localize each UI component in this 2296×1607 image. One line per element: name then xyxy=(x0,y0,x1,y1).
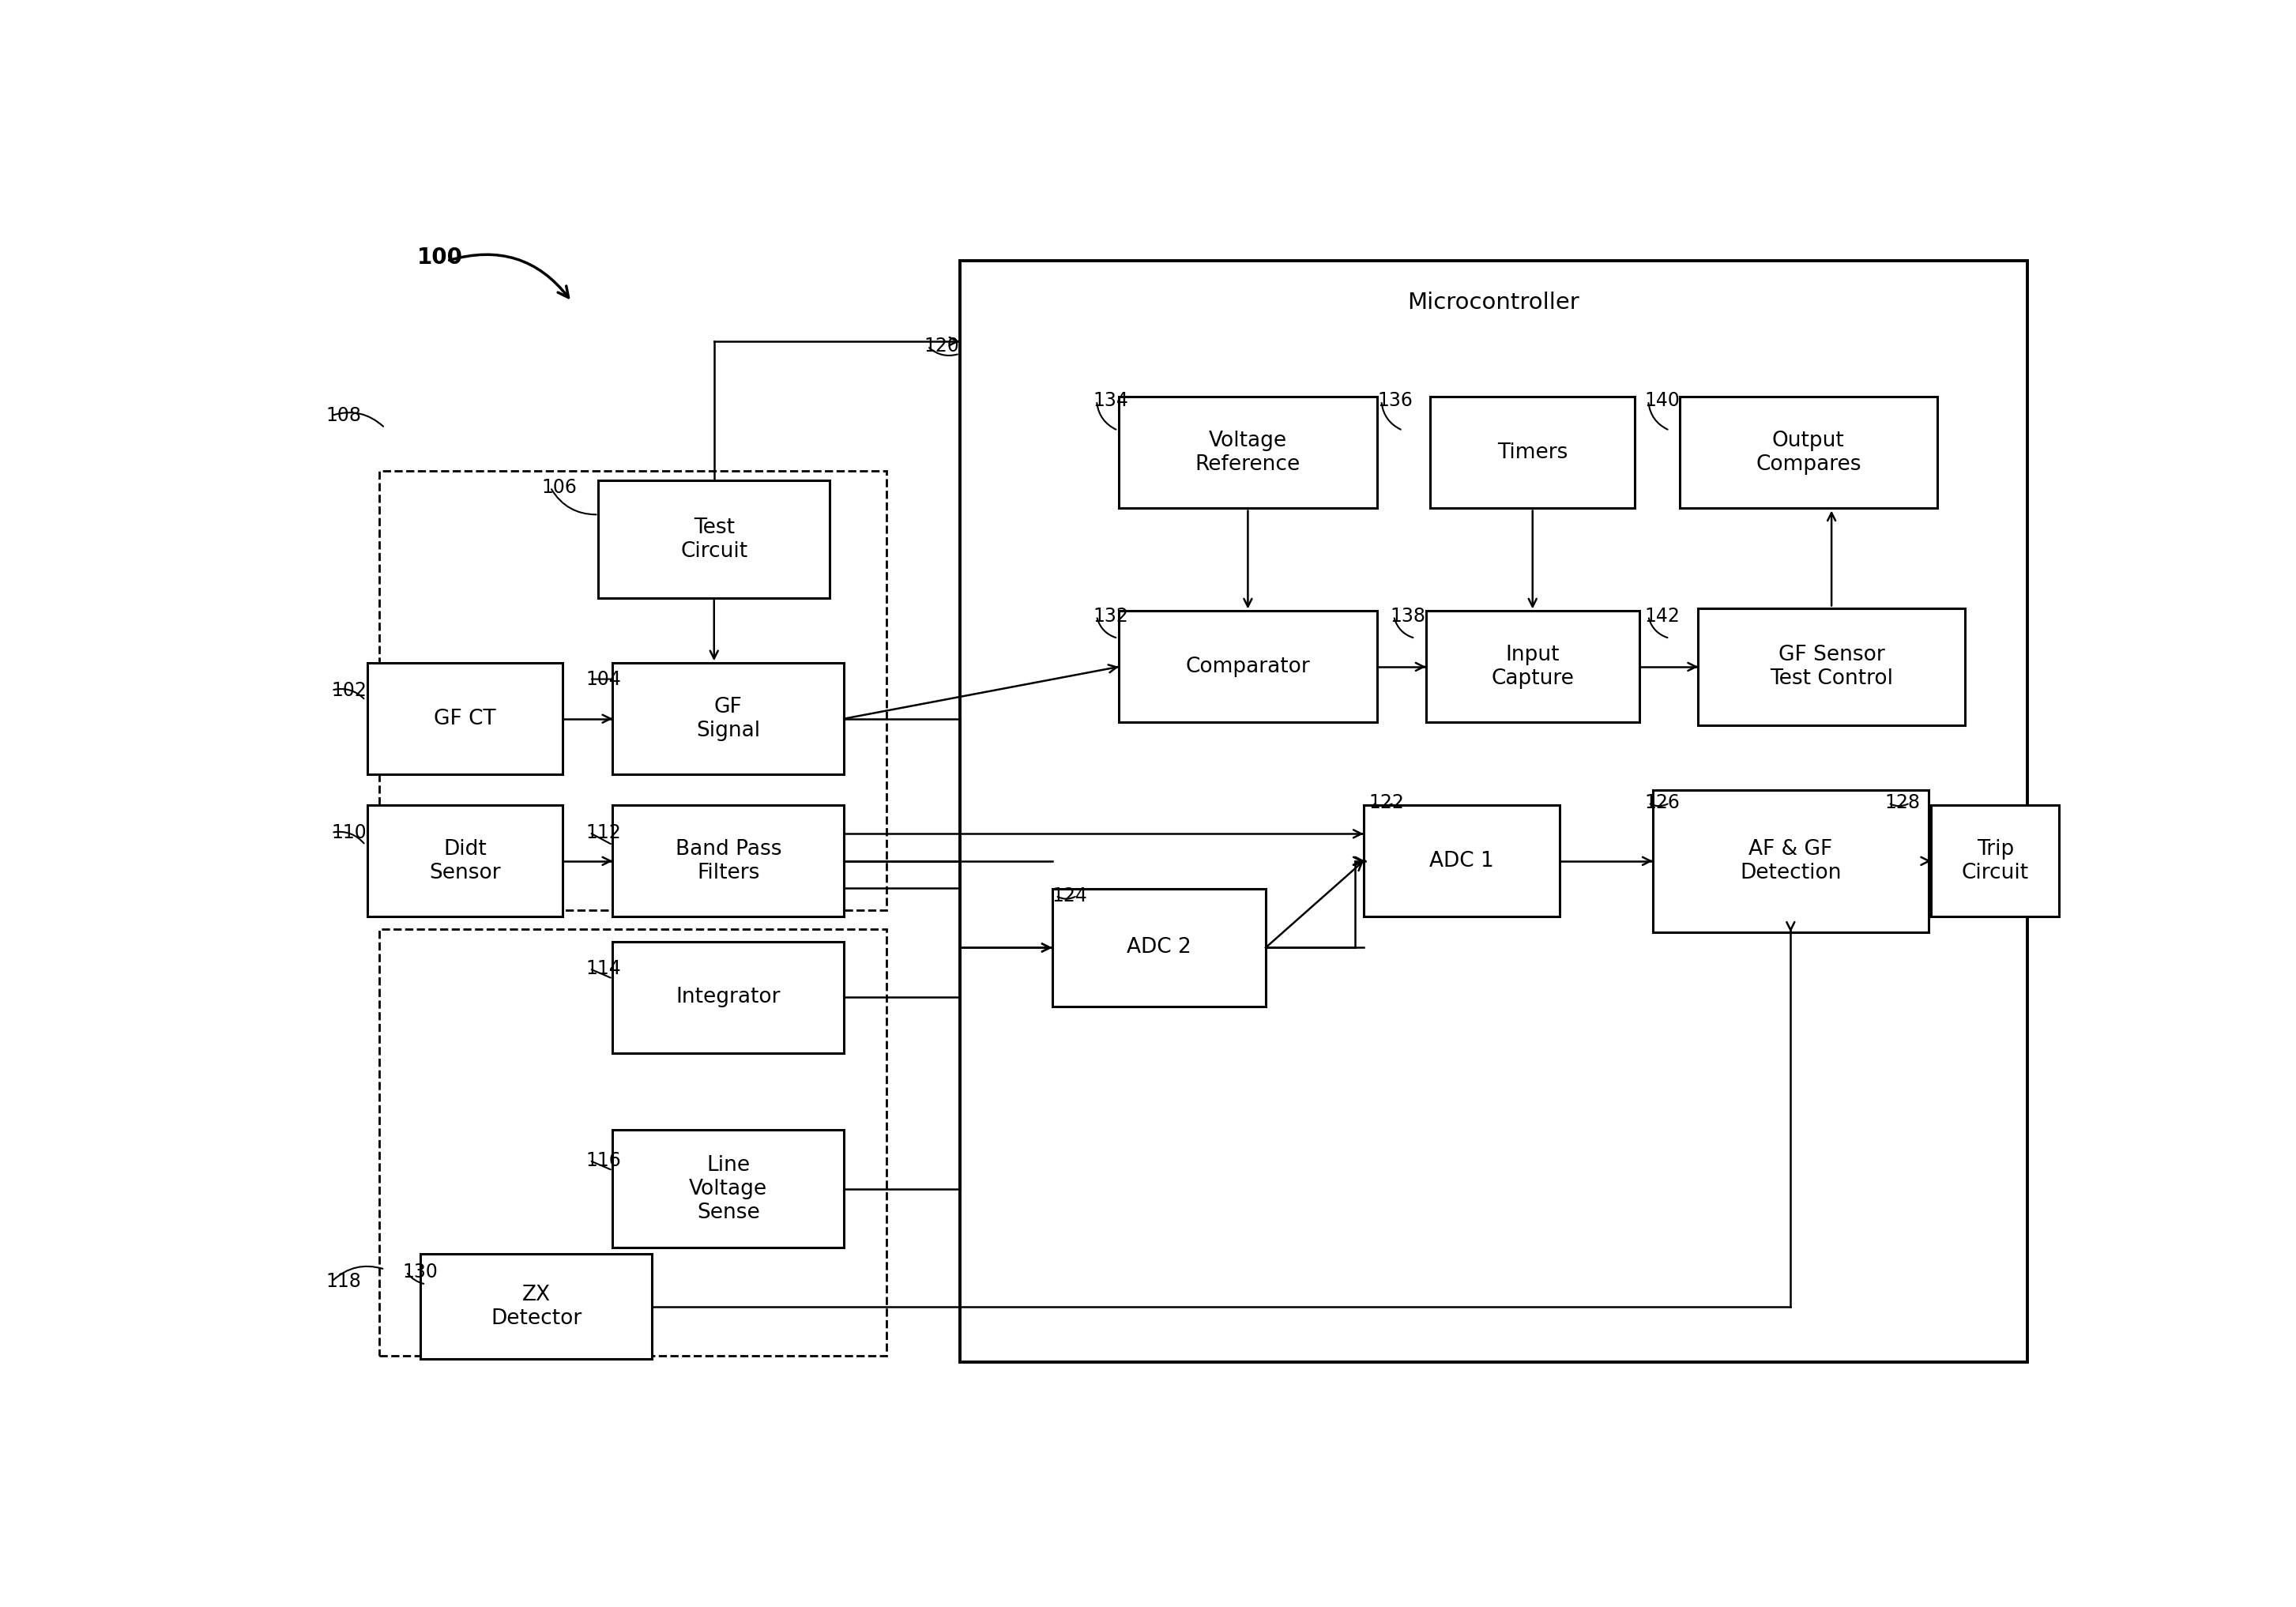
Text: 112: 112 xyxy=(585,823,622,842)
Text: Integrator: Integrator xyxy=(675,987,781,1008)
Text: Band Pass
Filters: Band Pass Filters xyxy=(675,839,781,884)
Bar xyxy=(367,805,563,916)
Text: Timers: Timers xyxy=(1497,442,1568,463)
Text: Microcontroller: Microcontroller xyxy=(1407,292,1580,313)
Bar xyxy=(1052,889,1265,1006)
Text: 130: 130 xyxy=(402,1263,439,1281)
Bar xyxy=(379,929,886,1356)
Text: 108: 108 xyxy=(326,407,363,424)
Bar xyxy=(1653,791,1929,932)
Text: 104: 104 xyxy=(585,670,622,689)
Text: 118: 118 xyxy=(326,1273,360,1290)
Bar xyxy=(1426,611,1639,723)
Text: GF Sensor
Test Control: GF Sensor Test Control xyxy=(1770,644,1894,689)
Text: 134: 134 xyxy=(1093,391,1130,410)
Text: Didt
Sensor: Didt Sensor xyxy=(429,839,501,884)
Bar xyxy=(1430,397,1635,508)
Text: Trip
Circuit: Trip Circuit xyxy=(1961,839,2030,884)
Text: 142: 142 xyxy=(1644,606,1681,625)
Text: Output
Compares: Output Compares xyxy=(1756,431,1862,474)
Text: 102: 102 xyxy=(331,681,367,699)
Bar xyxy=(613,805,845,916)
Text: 100: 100 xyxy=(418,246,464,268)
Bar xyxy=(1699,607,1965,725)
Bar xyxy=(1118,397,1378,508)
Text: 136: 136 xyxy=(1378,391,1414,410)
Bar xyxy=(379,471,886,911)
Bar xyxy=(613,942,845,1053)
Text: 116: 116 xyxy=(585,1151,622,1170)
Text: 122: 122 xyxy=(1368,794,1405,813)
Text: 120: 120 xyxy=(923,337,960,355)
Text: 138: 138 xyxy=(1391,606,1426,625)
Bar xyxy=(960,260,2027,1363)
Text: 110: 110 xyxy=(331,823,367,842)
Bar xyxy=(367,664,563,775)
Text: 106: 106 xyxy=(542,477,576,497)
Bar xyxy=(1118,611,1378,723)
Text: Test
Circuit: Test Circuit xyxy=(680,517,748,561)
Bar xyxy=(599,480,829,598)
Bar xyxy=(1678,397,1938,508)
Text: ZX
Detector: ZX Detector xyxy=(491,1284,581,1329)
Text: GF CT: GF CT xyxy=(434,709,496,730)
Text: 132: 132 xyxy=(1093,606,1130,625)
Text: 124: 124 xyxy=(1052,885,1088,905)
Text: Line
Voltage
Sense: Line Voltage Sense xyxy=(689,1155,767,1223)
Text: 126: 126 xyxy=(1644,794,1681,813)
Text: ADC 1: ADC 1 xyxy=(1428,850,1495,871)
Bar xyxy=(420,1253,652,1360)
Text: 128: 128 xyxy=(1885,794,1919,813)
Text: AF & GF
Detection: AF & GF Detection xyxy=(1740,839,1841,884)
Text: GF
Signal: GF Signal xyxy=(696,696,760,741)
Text: 114: 114 xyxy=(585,959,622,979)
Text: Input
Capture: Input Capture xyxy=(1490,644,1575,689)
Text: 140: 140 xyxy=(1644,391,1681,410)
Bar xyxy=(1364,805,1559,916)
Text: Comparator: Comparator xyxy=(1185,657,1311,677)
Bar xyxy=(613,664,845,775)
Text: ADC 2: ADC 2 xyxy=(1127,937,1192,958)
Text: Voltage
Reference: Voltage Reference xyxy=(1196,431,1300,474)
Bar xyxy=(1931,805,2060,916)
Bar xyxy=(613,1130,845,1247)
